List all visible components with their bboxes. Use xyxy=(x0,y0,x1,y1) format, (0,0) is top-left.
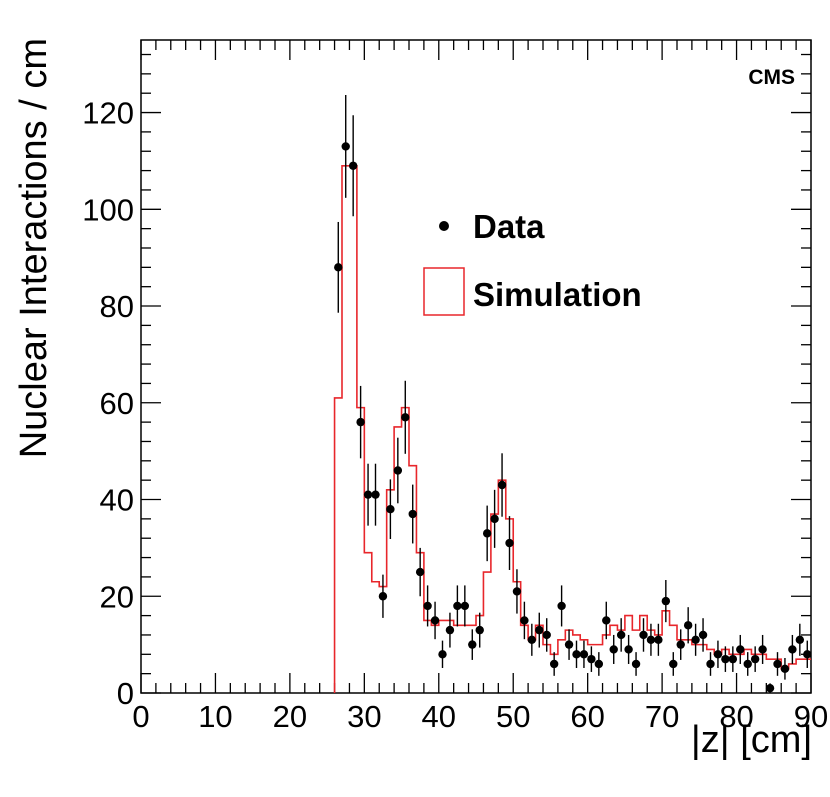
data-point xyxy=(698,630,708,640)
data-point xyxy=(624,645,633,654)
data-point xyxy=(713,650,723,659)
x-tick-label: 50 xyxy=(496,699,530,734)
x-tick-label: 0 xyxy=(132,699,149,734)
data-point xyxy=(460,601,470,611)
data-point xyxy=(408,509,417,519)
data-point xyxy=(750,654,760,664)
ticks xyxy=(140,40,812,694)
data-point xyxy=(363,490,373,499)
data-point xyxy=(453,601,462,611)
data-point xyxy=(445,625,455,635)
x-tick-label: 40 xyxy=(422,699,456,734)
legend-simulation-box xyxy=(423,267,465,316)
data-point xyxy=(356,417,365,427)
data-point xyxy=(564,640,574,649)
data-point xyxy=(602,616,611,625)
y-tick-label: 0 xyxy=(117,676,134,711)
axes xyxy=(140,39,812,694)
x-tick-label: 70 xyxy=(645,699,679,734)
data-point xyxy=(728,654,738,664)
data-point xyxy=(535,625,544,635)
simulation-line xyxy=(333,164,811,693)
data-point xyxy=(378,592,388,601)
data-point xyxy=(803,650,812,659)
data-point xyxy=(497,480,507,490)
data-point xyxy=(386,504,395,514)
x-tick-label: 10 xyxy=(198,699,232,734)
data-point xyxy=(505,538,514,548)
data-point xyxy=(430,616,440,625)
data-point xyxy=(639,630,648,640)
data-point xyxy=(520,616,529,625)
plot-frame xyxy=(140,39,812,694)
data-point xyxy=(780,664,790,674)
data-point xyxy=(743,659,752,669)
data-point xyxy=(721,654,730,664)
data-point xyxy=(758,645,767,654)
y-tick-label: 80 xyxy=(100,289,134,324)
simulation-histogram xyxy=(333,164,811,693)
data-point xyxy=(587,654,596,664)
data-point xyxy=(512,587,522,596)
data-point xyxy=(654,635,663,644)
data-point xyxy=(348,161,358,170)
legend-data-label: Data xyxy=(473,208,545,245)
data-point xyxy=(706,659,715,669)
x-axis-title: |z| [cm] xyxy=(691,719,812,761)
data-point xyxy=(572,650,581,659)
x-tick-label: 30 xyxy=(347,699,381,734)
legend-data-marker xyxy=(439,221,449,231)
data-point xyxy=(773,659,782,669)
data-point xyxy=(542,630,551,640)
tick-labels: 0 10 20 30 40 50 60 70 80 90 0 20 40 60 80 100 120 xyxy=(82,96,828,734)
y-tick-label: 60 xyxy=(100,386,134,421)
legend: Data Simulation xyxy=(423,208,642,316)
x-tick-label: 60 xyxy=(570,699,604,734)
data-point xyxy=(765,683,775,693)
x-tick-label: 90 xyxy=(794,699,828,734)
data-point xyxy=(579,650,589,659)
data-point xyxy=(401,413,410,422)
experiment-label: CMS xyxy=(748,66,795,89)
data-point xyxy=(609,645,618,654)
data-point xyxy=(661,596,671,606)
data-point xyxy=(594,659,604,669)
data-point xyxy=(527,635,537,644)
data-point xyxy=(676,640,685,649)
data-point xyxy=(475,625,484,635)
data-point xyxy=(691,635,700,644)
data-point xyxy=(415,567,425,577)
data-point xyxy=(795,635,805,644)
data-point xyxy=(341,142,350,151)
data-point xyxy=(631,659,641,669)
y-axis-title: Nuclear Interactions / cm xyxy=(13,38,55,458)
data-point xyxy=(371,490,380,499)
y-tick-label: 100 xyxy=(82,192,134,227)
data-point xyxy=(438,650,447,659)
data-point xyxy=(393,466,403,475)
data-point xyxy=(683,621,693,630)
data-point xyxy=(788,645,797,654)
data-point xyxy=(669,659,678,669)
data-point xyxy=(423,601,432,611)
data-point xyxy=(736,645,745,654)
legend-simulation-label: Simulation xyxy=(473,276,642,313)
x-tick-label: 20 xyxy=(273,699,307,734)
data-point xyxy=(468,640,477,649)
data-point xyxy=(557,601,566,611)
data-point xyxy=(334,263,343,272)
y-tick-label: 40 xyxy=(100,483,134,518)
data-point xyxy=(490,514,499,524)
y-tick-label: 20 xyxy=(100,579,134,614)
data-point xyxy=(482,529,492,538)
y-tick-label: 120 xyxy=(82,96,134,131)
data-point xyxy=(646,635,656,644)
data-point xyxy=(616,630,626,640)
x-tick-label: 80 xyxy=(719,699,753,734)
data-point xyxy=(549,659,559,669)
data-points xyxy=(334,94,812,693)
